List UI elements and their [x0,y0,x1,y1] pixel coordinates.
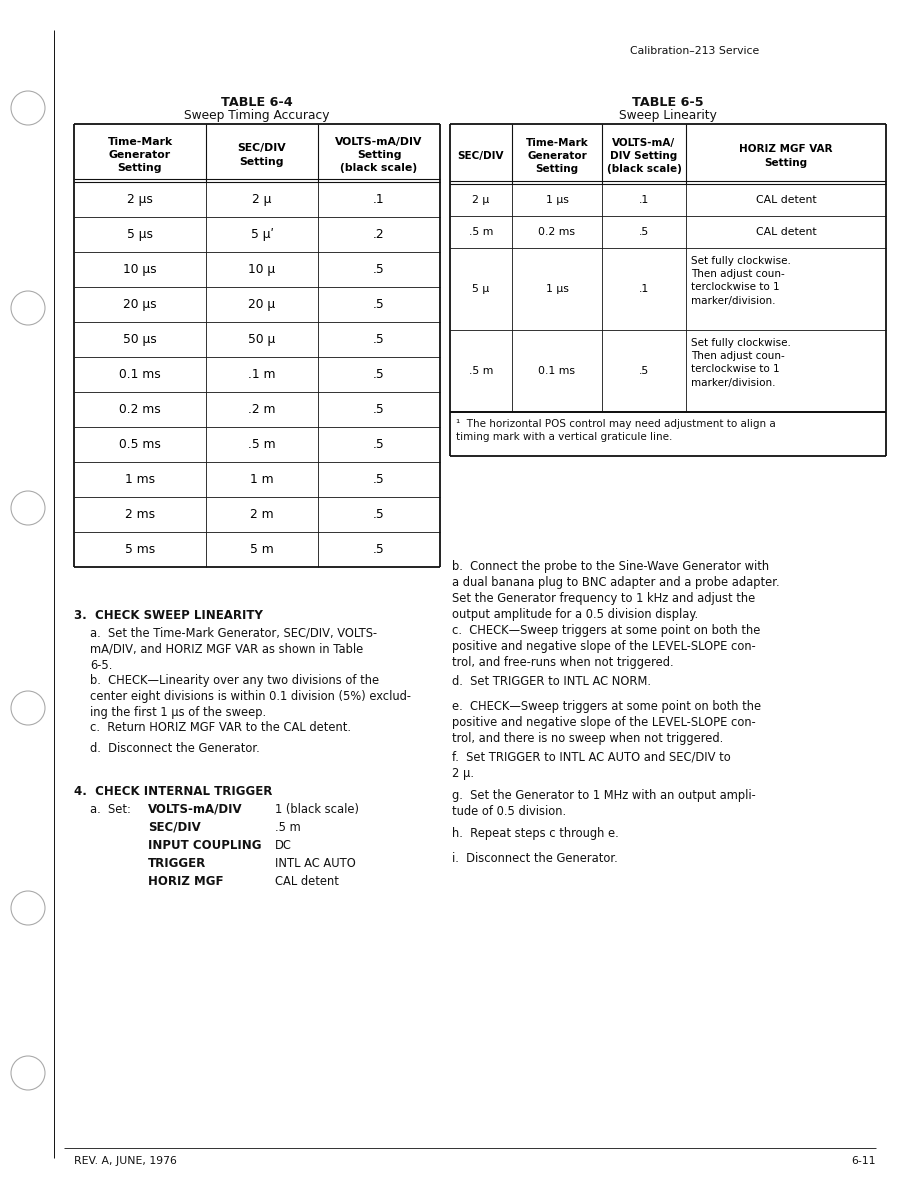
Text: .5: .5 [639,227,649,236]
Text: d.  Set TRIGGER to INTL AC NORM.: d. Set TRIGGER to INTL AC NORM. [452,675,651,688]
Text: Set fully clockwise.
Then adjust coun-
terclockwise to 1
marker/division.: Set fully clockwise. Then adjust coun- t… [691,339,791,387]
Circle shape [11,891,45,925]
Text: 2 μs: 2 μs [127,192,153,206]
Text: c.  CHECK—Sweep triggers at some point on both the
positive and negative slope o: c. CHECK—Sweep triggers at some point on… [452,624,760,669]
Text: 5 μʹ: 5 μʹ [251,228,274,241]
Text: 3.  CHECK SWEEP LINEARITY: 3. CHECK SWEEP LINEARITY [74,609,263,623]
Text: .1 m: .1 m [248,368,275,381]
Text: 20 μ: 20 μ [249,298,275,311]
Text: TABLE 6-4: TABLE 6-4 [221,96,293,109]
Text: 6-11: 6-11 [852,1156,876,1165]
Text: a.  Set:: a. Set: [90,803,131,816]
Text: e.  CHECK—Sweep triggers at some point on both the
positive and negative slope o: e. CHECK—Sweep triggers at some point on… [452,700,761,745]
Text: a.  Set the Time-Mark Generator, SEC/DIV, VOLTS-
mA/DIV, and HORIZ MGF VAR as sh: a. Set the Time-Mark Generator, SEC/DIV,… [90,627,377,672]
Text: SEC/DIV: SEC/DIV [458,151,504,162]
Text: 1 ms: 1 ms [125,473,155,486]
Text: 2 ms: 2 ms [125,508,155,522]
Text: .5: .5 [373,368,385,381]
Text: INPUT COUPLING: INPUT COUPLING [148,839,262,852]
Text: 1 μs: 1 μs [545,284,568,293]
Circle shape [11,291,45,326]
Text: VOLTS-mA/
DIV Setting
(black scale): VOLTS-mA/ DIV Setting (black scale) [607,138,681,175]
Text: b.  Connect the probe to the Sine-Wave Generator with
a dual banana plug to BNC : b. Connect the probe to the Sine-Wave Ge… [452,560,779,621]
Circle shape [11,491,45,525]
Text: HORIZ MGF VAR
Setting: HORIZ MGF VAR Setting [739,145,833,168]
Text: 50 μ: 50 μ [249,333,275,346]
Text: SEC/DIV
Setting: SEC/DIV Setting [238,144,286,166]
Circle shape [11,1056,45,1091]
Text: 1 m: 1 m [251,473,274,486]
Text: .1: .1 [374,192,385,206]
Text: f.  Set TRIGGER to INTL AC AUTO and SEC/DIV to
2 μ.: f. Set TRIGGER to INTL AC AUTO and SEC/D… [452,751,731,781]
Text: timing mark with a vertical graticule line.: timing mark with a vertical graticule li… [456,432,672,442]
Text: .5 m: .5 m [275,821,301,834]
Text: 4.  CHECK INTERNAL TRIGGER: 4. CHECK INTERNAL TRIGGER [74,785,273,798]
Circle shape [11,691,45,725]
Text: VOLTS-mA/DIV: VOLTS-mA/DIV [148,803,242,816]
Text: d.  Disconnect the Generator.: d. Disconnect the Generator. [90,742,260,756]
Text: .5: .5 [639,366,649,375]
Text: 10 μs: 10 μs [123,263,157,276]
Text: VOLTS-mA/DIV
Setting
(black scale): VOLTS-mA/DIV Setting (black scale) [335,137,422,173]
Text: .5 m: .5 m [469,366,493,375]
Text: .5: .5 [373,263,385,276]
Text: Sweep Linearity: Sweep Linearity [619,109,717,122]
Text: 0.2 ms: 0.2 ms [539,227,576,236]
Text: HORIZ MGF: HORIZ MGF [148,876,223,887]
Text: Time-Mark
Generator
Setting: Time-Mark Generator Setting [107,137,173,173]
Text: 5 m: 5 m [250,543,274,556]
Text: 1 (black scale): 1 (black scale) [275,803,359,816]
Text: 20 μs: 20 μs [123,298,157,311]
Text: .5: .5 [373,543,385,556]
Text: .5 m: .5 m [248,438,275,451]
Text: CAL detent: CAL detent [275,876,339,887]
Text: CAL detent: CAL detent [756,195,816,206]
Text: Sweep Timing Accuracy: Sweep Timing Accuracy [185,109,330,122]
Text: .5: .5 [373,473,385,486]
Text: TABLE 6-5: TABLE 6-5 [633,96,704,109]
Text: 2 μ: 2 μ [473,195,489,206]
Text: 2 μ: 2 μ [252,192,272,206]
Text: g.  Set the Generator to 1 MHz with an output ampli-
tude of 0.5 division.: g. Set the Generator to 1 MHz with an ou… [452,789,756,819]
Text: .2: .2 [374,228,385,241]
Text: i.  Disconnect the Generator.: i. Disconnect the Generator. [452,852,618,865]
Text: 2 m: 2 m [251,508,274,522]
Text: h.  Repeat steps c through e.: h. Repeat steps c through e. [452,827,619,840]
Text: 10 μ: 10 μ [249,263,275,276]
Text: 5 μs: 5 μs [127,228,153,241]
Text: .5 m: .5 m [469,227,493,236]
Text: .1: .1 [639,195,649,206]
Text: 50 μs: 50 μs [123,333,157,346]
Text: TRIGGER: TRIGGER [148,857,207,870]
Text: .5: .5 [373,298,385,311]
Text: Set fully clockwise.
Then adjust coun-
terclockwise to 1
marker/division.: Set fully clockwise. Then adjust coun- t… [691,255,791,305]
Text: c.  Return HORIZ MGF VAR to the CAL detent.: c. Return HORIZ MGF VAR to the CAL deten… [90,721,351,734]
Text: 5 μ: 5 μ [473,284,489,293]
Text: ¹  The horizontal POS control may need adjustment to align a: ¹ The horizontal POS control may need ad… [456,419,776,429]
Text: 5 ms: 5 ms [125,543,155,556]
Text: DC: DC [275,839,292,852]
Text: INTL AC AUTO: INTL AC AUTO [275,857,356,870]
Text: .5: .5 [373,403,385,416]
Text: .1: .1 [639,284,649,293]
Circle shape [11,91,45,125]
Text: 0.2 ms: 0.2 ms [119,403,161,416]
Text: 0.1 ms: 0.1 ms [119,368,161,381]
Text: .5: .5 [373,508,385,522]
Text: 0.1 ms: 0.1 ms [539,366,576,375]
Text: .5: .5 [373,333,385,346]
Text: .2 m: .2 m [248,403,275,416]
Text: 0.5 ms: 0.5 ms [119,438,161,451]
Text: CAL detent: CAL detent [756,227,816,236]
Text: Calibration–213 Service: Calibration–213 Service [630,46,759,56]
Text: Time-Mark
Generator
Setting: Time-Mark Generator Setting [526,138,588,175]
Text: 1 μs: 1 μs [545,195,568,206]
Text: SEC/DIV: SEC/DIV [148,821,201,834]
Text: .5: .5 [373,438,385,451]
Text: b.  CHECK—Linearity over any two divisions of the
center eight divisions is with: b. CHECK—Linearity over any two division… [90,674,411,719]
Text: REV. A, JUNE, 1976: REV. A, JUNE, 1976 [74,1156,177,1165]
